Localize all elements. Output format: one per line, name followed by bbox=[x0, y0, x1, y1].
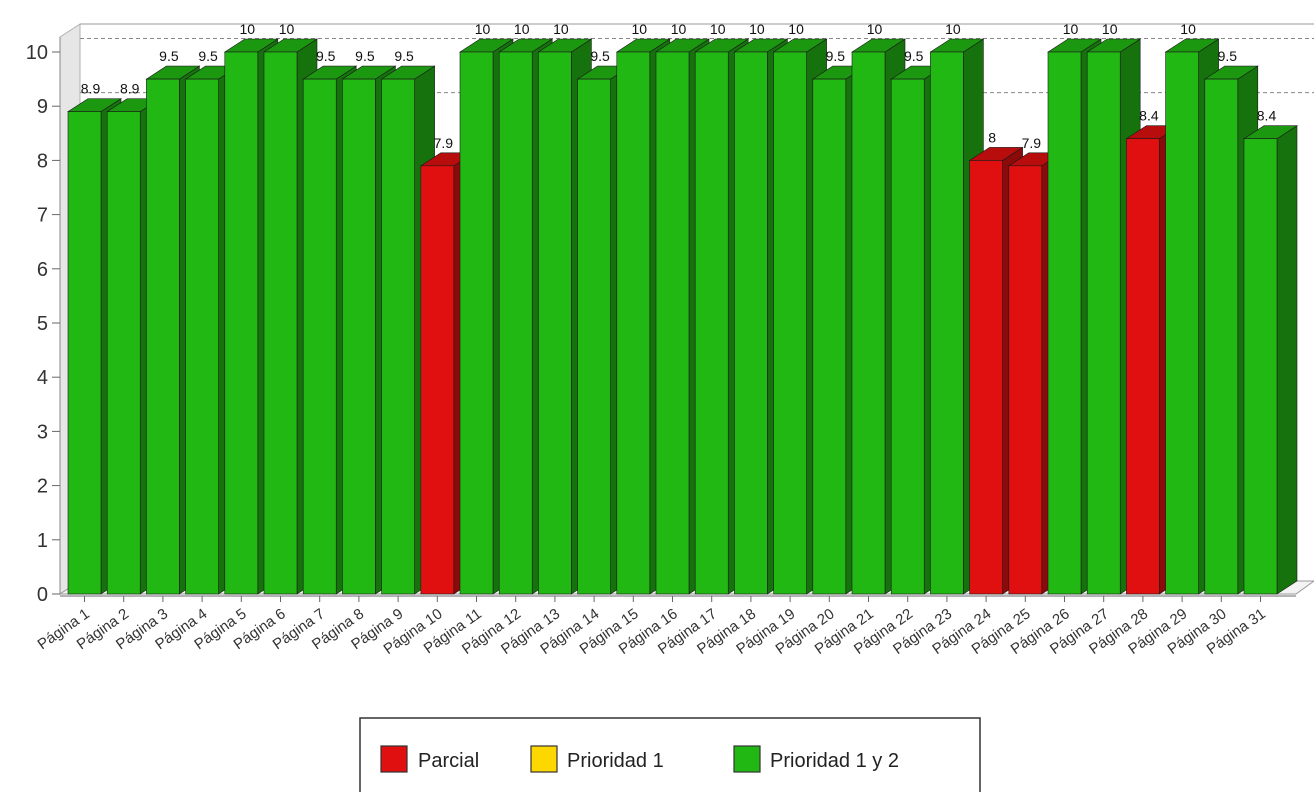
bar-front-9 bbox=[381, 78, 415, 595]
legend-label-prioridad-1: Prioridad 1 bbox=[567, 750, 664, 772]
legend-label-prioridad-1-y-2: Prioridad 1 y 2 bbox=[770, 750, 899, 772]
bar-front-21 bbox=[851, 51, 886, 595]
data-labels: 8.9 8.9 9.5 9.5 10 10 9.5 9.5 9.5 7.9 10 10 10 9.5 10 1… bbox=[81, 21, 1277, 151]
y-tick-label-7: 7 bbox=[37, 205, 48, 227]
data-label-4: 9.5 bbox=[198, 48, 218, 64]
data-label-5: 10 bbox=[240, 21, 256, 37]
bar-front-28 bbox=[1126, 138, 1160, 595]
y-tick-label-1: 1 bbox=[37, 530, 48, 552]
bar-front-5 bbox=[224, 51, 259, 595]
y-tick-label-5: 5 bbox=[37, 313, 48, 335]
bar-front-14 bbox=[577, 78, 611, 595]
bar-front-27 bbox=[1086, 51, 1121, 595]
data-label-17: 10 bbox=[710, 21, 726, 37]
data-label-1: 8.9 bbox=[81, 81, 101, 97]
bar-front-2 bbox=[106, 111, 141, 595]
data-label-24: 8 bbox=[988, 129, 996, 145]
data-label-3: 9.5 bbox=[159, 48, 179, 64]
data-label-11: 10 bbox=[475, 21, 491, 37]
data-label-6: 10 bbox=[279, 21, 295, 37]
data-label-15: 10 bbox=[632, 21, 648, 37]
bar-side-31 bbox=[1276, 125, 1298, 595]
y-tick-label-2: 2 bbox=[37, 476, 48, 498]
data-label-16: 10 bbox=[671, 21, 687, 37]
data-label-10: 7.9 bbox=[434, 135, 454, 151]
legend-swatch-prioridad-1 bbox=[530, 745, 558, 773]
bar-front-1 bbox=[67, 111, 102, 595]
legend: Parcial Prioridad 1 Prioridad 1 y 2 bbox=[359, 717, 981, 792]
y-tick-label-3: 3 bbox=[37, 421, 48, 443]
bar-front-17 bbox=[694, 51, 729, 595]
data-label-25: 7.9 bbox=[1022, 135, 1042, 151]
data-label-30: 9.5 bbox=[1218, 48, 1238, 64]
data-label-31: 8.4 bbox=[1257, 108, 1277, 124]
y-tick-label-0: 0 bbox=[37, 584, 48, 606]
bar-front-7 bbox=[302, 78, 337, 595]
bar-front-6 bbox=[263, 51, 298, 595]
legend-swatch-prioridad-1-y-2 bbox=[733, 745, 761, 773]
legend-box bbox=[359, 717, 981, 792]
data-label-2: 8.9 bbox=[120, 81, 140, 97]
y-tick-label-10: 10 bbox=[26, 42, 48, 64]
bar-front-11 bbox=[459, 51, 494, 595]
bar-front-3 bbox=[146, 78, 180, 595]
bar-31 bbox=[1242, 125, 1299, 595]
legend-swatch-parcial bbox=[380, 745, 408, 773]
bar-front-22 bbox=[890, 78, 925, 595]
y-tick-label-4: 4 bbox=[37, 367, 48, 389]
y-tick-label-8: 8 bbox=[37, 150, 48, 172]
data-label-18: 10 bbox=[749, 21, 765, 37]
bar-22 bbox=[890, 65, 946, 595]
data-label-26: 10 bbox=[1063, 21, 1079, 37]
data-label-23: 10 bbox=[945, 21, 961, 37]
data-label-28: 8.4 bbox=[1139, 108, 1159, 124]
y-tick-label-6: 6 bbox=[37, 259, 48, 281]
bar-front-31 bbox=[1243, 138, 1278, 595]
bar-front-26 bbox=[1047, 51, 1082, 595]
bar-front-13 bbox=[538, 51, 572, 595]
data-label-22: 9.5 bbox=[904, 48, 924, 64]
data-label-20: 9.5 bbox=[826, 48, 846, 64]
bar-front-4 bbox=[185, 78, 219, 595]
bar-front-8 bbox=[342, 78, 376, 595]
bar-front-18 bbox=[734, 51, 768, 595]
bar-17 bbox=[694, 38, 750, 595]
y-axis: 0 1 2 3 4 5 6 7 8 9 10 bbox=[26, 37, 61, 606]
bar-front-29 bbox=[1165, 51, 1199, 595]
bar-front-10 bbox=[420, 165, 455, 595]
bar-front-25 bbox=[1008, 165, 1043, 595]
bar-front-24 bbox=[969, 160, 1003, 595]
bar-front-30 bbox=[1204, 78, 1239, 595]
bars bbox=[66, 38, 1299, 595]
data-label-8: 9.5 bbox=[355, 48, 375, 64]
data-label-13: 10 bbox=[553, 21, 569, 37]
data-label-7: 9.5 bbox=[316, 48, 336, 64]
bar-front-16 bbox=[655, 51, 690, 595]
y-tick-label-9: 9 bbox=[37, 96, 48, 118]
bar-front-15 bbox=[616, 51, 651, 595]
bar-front-19 bbox=[773, 51, 807, 595]
bar-front-23 bbox=[930, 51, 964, 595]
data-label-12: 10 bbox=[514, 21, 530, 37]
bar-front-20 bbox=[812, 78, 847, 595]
data-label-29: 10 bbox=[1180, 21, 1196, 37]
data-label-19: 10 bbox=[788, 21, 804, 37]
data-label-21: 10 bbox=[867, 21, 883, 37]
data-label-27: 10 bbox=[1102, 21, 1118, 37]
bar-front-12 bbox=[498, 51, 533, 595]
data-label-14: 9.5 bbox=[590, 48, 610, 64]
legend-label-parcial: Parcial bbox=[418, 750, 479, 772]
data-label-9: 9.5 bbox=[394, 48, 414, 64]
